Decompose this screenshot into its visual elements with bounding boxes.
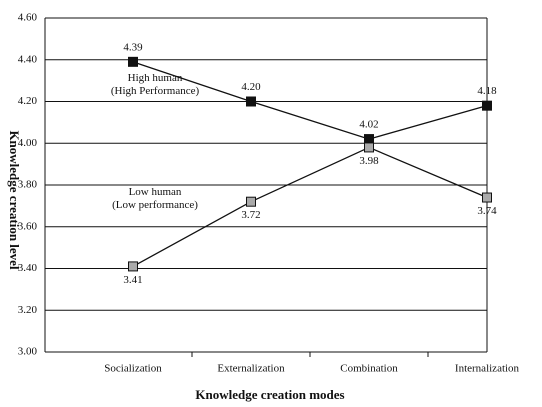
y-tick-label: 4.40 — [18, 53, 38, 65]
marker — [364, 134, 374, 145]
y-tick-label: 4.00 — [18, 137, 38, 149]
series-line — [132, 146, 488, 267]
y-tick-label: 3.60 — [18, 220, 38, 232]
data-label: 4.18 — [477, 85, 497, 97]
marker — [128, 261, 138, 272]
y-tick-label: 4.60 — [18, 12, 38, 24]
x-axis-title: Knowledge creation modes — [195, 387, 344, 402]
y-tick-label: 4.20 — [18, 95, 38, 107]
x-tick-label: Internalization — [455, 363, 520, 375]
y-tick-label: 3.00 — [18, 346, 38, 358]
data-label: 4.02 — [359, 119, 378, 131]
y-axis-title: Knowledge creation level — [7, 130, 22, 270]
series-label: Low human (Low performance) — [112, 186, 198, 211]
data-label: 3.72 — [241, 209, 260, 221]
x-tick-label: Socialization — [104, 363, 162, 375]
data-label: 3.41 — [123, 274, 142, 286]
marker — [364, 142, 374, 153]
data-label: 3.98 — [359, 155, 379, 167]
marker — [128, 56, 138, 67]
marker — [482, 192, 492, 203]
series-label: High human (High Performance) — [110, 72, 200, 97]
marker — [246, 196, 256, 207]
data-label: 4.39 — [123, 41, 143, 53]
x-tick-label: Combination — [340, 363, 398, 375]
marker — [246, 96, 256, 107]
x-tick-label: Externalization — [217, 363, 285, 375]
y-tick-label: 3.80 — [18, 179, 38, 191]
marker — [482, 100, 492, 111]
y-tick-label: 3.40 — [18, 262, 38, 274]
data-label: 4.20 — [241, 81, 261, 93]
series-line — [132, 61, 488, 140]
data-label: 3.74 — [477, 205, 497, 217]
y-tick-label: 3.20 — [18, 304, 38, 316]
